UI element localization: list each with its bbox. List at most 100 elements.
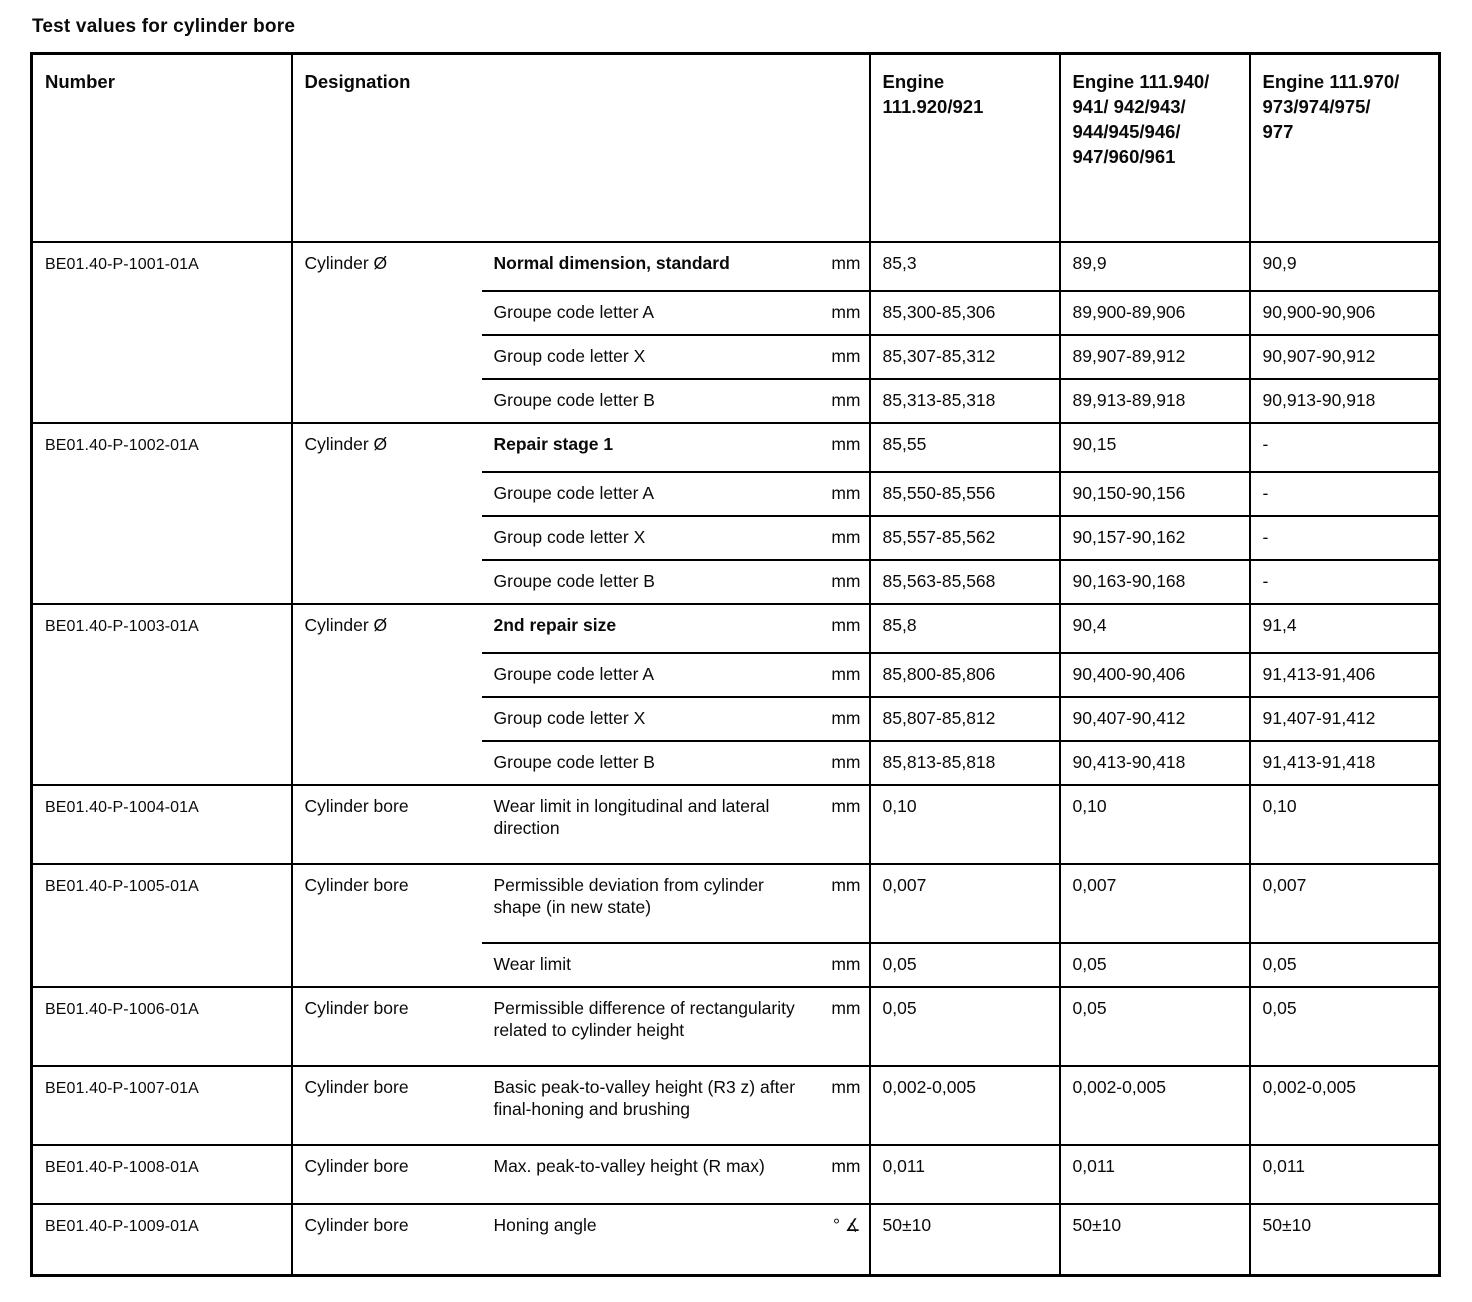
- description-cell: Group code letter X: [481, 334, 820, 380]
- engine1-value: 0,007: [869, 863, 1061, 944]
- engine3-value: 0,011: [1249, 1144, 1440, 1205]
- description-cell: Group code letter X: [481, 515, 820, 561]
- engine2-value: 89,900-89,906: [1059, 290, 1251, 336]
- table-row: BE01.40-P-1007-01A Cylinder bore Basic p…: [31, 1065, 1440, 1146]
- table-row: Groupe code letter A mm 85,550-85,556 90…: [32, 471, 1440, 517]
- engine3-value: 90,907-90,912: [1249, 334, 1440, 380]
- unit-cell: mm: [819, 1065, 871, 1146]
- engine3-value: 0,007: [1249, 863, 1440, 944]
- row-designation: Cylinder bore: [291, 1065, 482, 1146]
- row-number: BE01.40-P-1008-01A: [31, 1144, 293, 1205]
- engine1-value: 0,05: [869, 942, 1061, 988]
- header-line: Engine 111.940/: [1072, 71, 1210, 92]
- header-line: Engine: [882, 71, 945, 92]
- test-values-table: Number Designation Engine 111.920/921 En…: [30, 52, 1442, 1277]
- header-line: 941/ 942/943/: [1072, 96, 1186, 117]
- row-designation: Cylinder bore: [291, 863, 482, 988]
- table-row: Groupe code letter B mm 85,563-85,568 90…: [32, 559, 1440, 605]
- column-header-engine1: Engine 111.920/921: [869, 53, 1061, 243]
- column-header-designation: Designation: [291, 53, 871, 243]
- engine2-value: 0,007: [1059, 863, 1251, 944]
- header-line: 947/960/961: [1072, 146, 1176, 167]
- table-row: Group code letter X mm 85,307-85,312 89,…: [32, 334, 1440, 380]
- engine3-value: 91,4: [1249, 603, 1440, 654]
- unit-cell: mm: [819, 942, 871, 988]
- engine1-value: 85,55: [869, 422, 1061, 473]
- engine3-value: 0,05: [1249, 942, 1440, 988]
- row-designation: Cylinder bore: [291, 1144, 482, 1205]
- engine2-value: 0,05: [1059, 942, 1251, 988]
- unit-cell: mm: [819, 1144, 871, 1205]
- table-row: BE01.40-P-1005-01A Cylinder bore Permiss…: [31, 863, 1440, 988]
- engine1-value: 85,313-85,318: [869, 378, 1061, 424]
- engine3-value: 0,002-0,005: [1249, 1065, 1440, 1146]
- row-number: BE01.40-P-1003-01A: [31, 603, 293, 786]
- engine1-value: 0,002-0,005: [869, 1065, 1061, 1146]
- unit-cell: mm: [819, 696, 871, 742]
- engine2-value: 90,15: [1059, 422, 1251, 473]
- engine1-value: 50±10: [869, 1203, 1061, 1276]
- row-number: BE01.40-P-1006-01A: [31, 986, 293, 1067]
- engine2-value: 89,913-89,918: [1059, 378, 1251, 424]
- engine3-value: -: [1249, 515, 1440, 561]
- engine2-value: 50±10: [1059, 1203, 1251, 1276]
- header-line: 973/974/975/: [1262, 96, 1371, 117]
- row-number: BE01.40-P-1005-01A: [31, 863, 293, 988]
- row-designation: Cylinder bore: [291, 1203, 482, 1276]
- header-line: 977: [1262, 121, 1294, 142]
- engine1-value: 85,563-85,568: [869, 559, 1061, 605]
- engine1-value: 85,800-85,806: [869, 652, 1061, 698]
- row-designation: Cylinder bore: [291, 784, 482, 865]
- engine2-value: 90,407-90,412: [1059, 696, 1251, 742]
- header-row: Number Designation Engine 111.920/921 En…: [31, 53, 1440, 243]
- unit-cell: mm: [819, 559, 871, 605]
- column-header-number: Number: [31, 53, 293, 243]
- table-row: Group code letter X mm 85,807-85,812 90,…: [32, 696, 1440, 742]
- description-cell: Wear limit: [481, 942, 820, 988]
- engine2-value: 90,157-90,162: [1059, 515, 1251, 561]
- engine2-value: 90,400-90,406: [1059, 652, 1251, 698]
- engine2-value: 0,011: [1059, 1144, 1251, 1205]
- engine1-value: 85,300-85,306: [869, 290, 1061, 336]
- engine2-value: 90,163-90,168: [1059, 559, 1251, 605]
- engine3-value: 50±10: [1249, 1203, 1440, 1276]
- description-cell: Permissible difference of rectangularity…: [481, 986, 820, 1067]
- engine1-value: 85,550-85,556: [869, 471, 1061, 517]
- description-cell: Normal dimension, standard: [481, 241, 820, 292]
- engine1-value: 0,011: [869, 1144, 1061, 1205]
- unit-cell: mm: [819, 422, 871, 473]
- table-row: BE01.40-P-1008-01A Cylinder bore Max. pe…: [31, 1144, 1440, 1205]
- table-row: Wear limit mm 0,05 0,05 0,05: [32, 942, 1440, 988]
- table-row: Groupe code letter B mm 85,313-85,318 89…: [32, 378, 1440, 424]
- row-number: BE01.40-P-1009-01A: [31, 1203, 293, 1276]
- engine1-value: 0,10: [869, 784, 1061, 865]
- engine3-value: 91,407-91,412: [1249, 696, 1440, 742]
- unit-cell: mm: [819, 471, 871, 517]
- table-row: Groupe code letter B mm 85,813-85,818 90…: [32, 740, 1440, 786]
- description-cell: Groupe code letter A: [481, 471, 820, 517]
- unit-cell: ° ∡: [819, 1203, 871, 1276]
- unit-cell: mm: [819, 290, 871, 336]
- engine3-value: 91,413-91,406: [1249, 652, 1440, 698]
- unit-cell: mm: [819, 603, 871, 654]
- row-number: BE01.40-P-1004-01A: [31, 784, 293, 865]
- description-cell: Wear limit in longitudinal and lateral d…: [481, 784, 820, 865]
- engine2-value: 90,150-90,156: [1059, 471, 1251, 517]
- engine1-value: 0,05: [869, 986, 1061, 1067]
- table-row: BE01.40-P-1009-01A Cylinder bore Honing …: [31, 1203, 1440, 1276]
- engine3-value: 91,413-91,418: [1249, 740, 1440, 786]
- engine2-value: 0,10: [1059, 784, 1251, 865]
- engine2-value: 90,413-90,418: [1059, 740, 1251, 786]
- unit-cell: mm: [819, 241, 871, 292]
- unit-cell: mm: [819, 378, 871, 424]
- table-row: BE01.40-P-1003-01A Cylinder Ø 2nd repair…: [31, 603, 1440, 786]
- unit-cell: mm: [819, 334, 871, 380]
- description-cell: Honing angle: [481, 1203, 820, 1276]
- engine3-value: -: [1249, 559, 1440, 605]
- table-row: BE01.40-P-1004-01A Cylinder bore Wear li…: [31, 784, 1440, 865]
- description-cell: Groupe code letter A: [481, 290, 820, 336]
- engine1-value: 85,3: [869, 241, 1061, 292]
- description-cell: Groupe code letter B: [481, 378, 820, 424]
- description-cell: Permissible deviation from cylinder shap…: [481, 863, 820, 944]
